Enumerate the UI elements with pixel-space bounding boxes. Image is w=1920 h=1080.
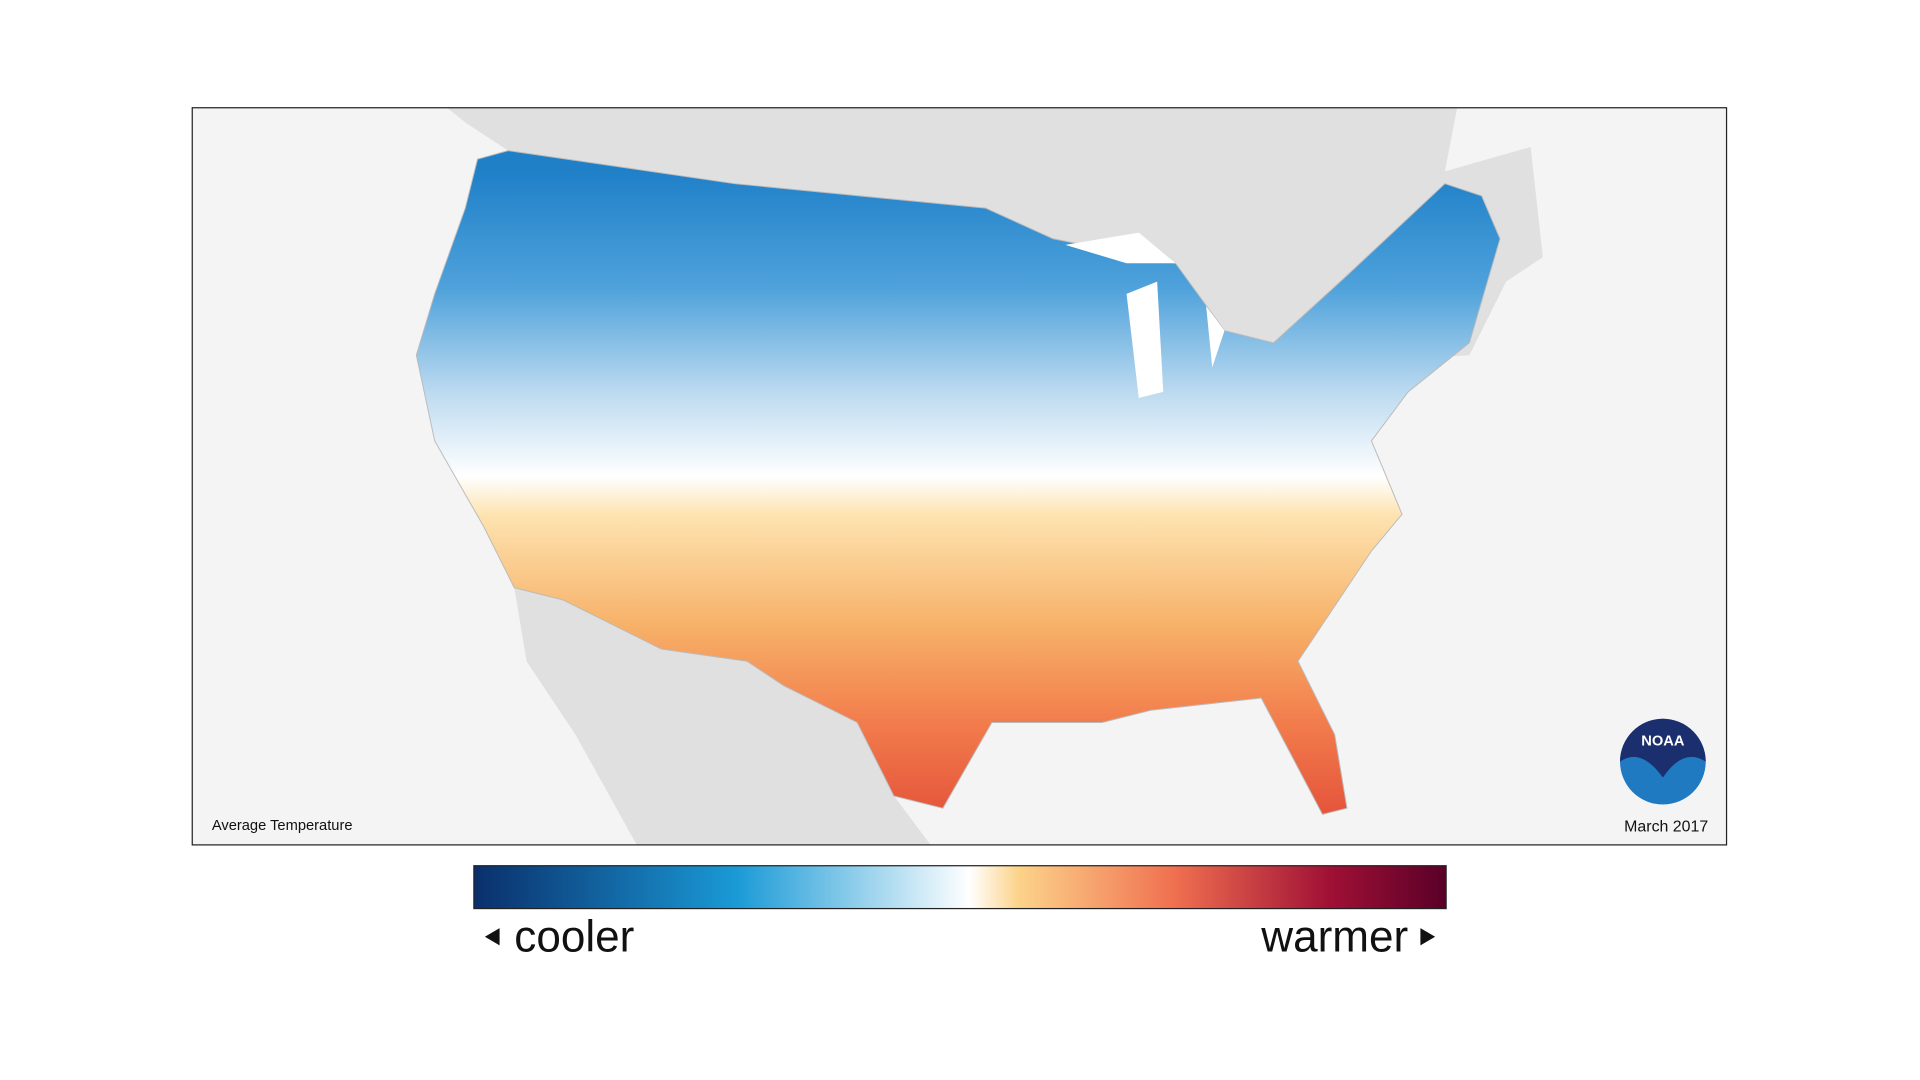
canada — [446, 107, 1543, 368]
map-caption: Average Temperature — [212, 818, 353, 834]
arrow-right — [1420, 928, 1436, 946]
logo-top — [1620, 718, 1706, 778]
legend-right: warmer — [1260, 912, 1408, 961]
legend-left: cooler — [514, 912, 634, 961]
mexico — [514, 587, 931, 845]
arrow-left — [484, 928, 500, 946]
map — [192, 107, 1727, 845]
map-frame — [191, 107, 1728, 846]
contiguous-us — [415, 150, 1501, 815]
noaa-logo: NOAA — [1620, 718, 1706, 805]
color-scale — [473, 865, 1447, 910]
great-lakes — [1065, 232, 1225, 398]
logo-text: NOAA — [1641, 734, 1685, 750]
map-date: March 2017 — [1624, 818, 1708, 835]
